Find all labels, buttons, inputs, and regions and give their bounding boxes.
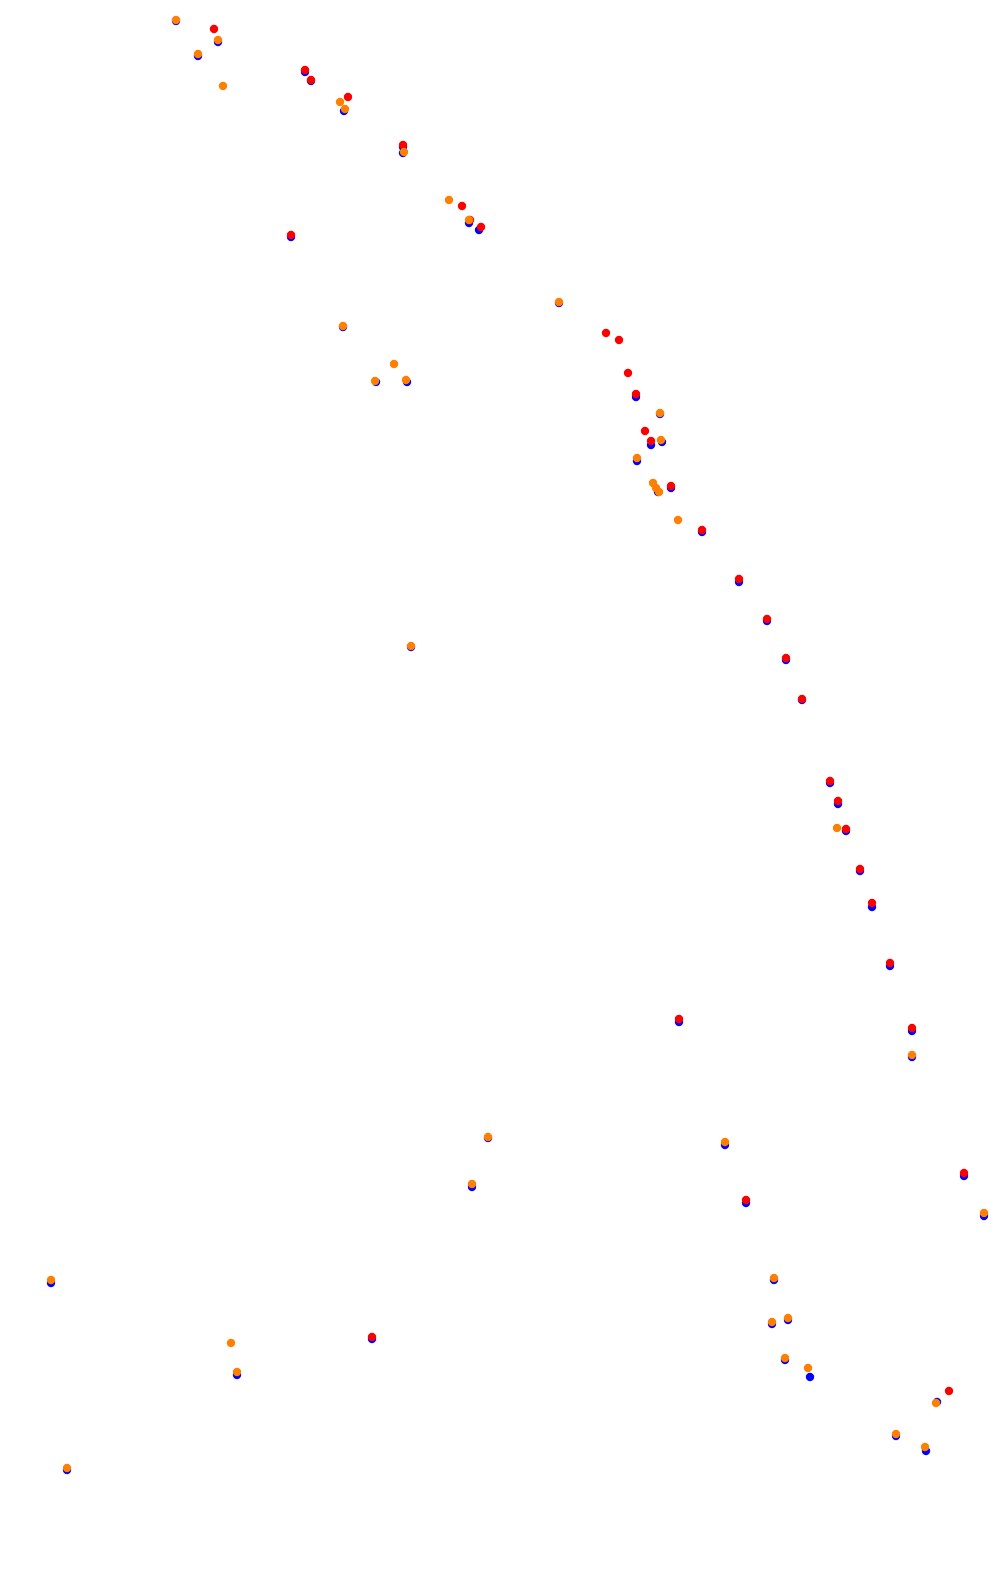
point xyxy=(797,694,807,704)
point xyxy=(867,898,877,908)
point xyxy=(944,1386,954,1396)
point xyxy=(832,823,842,833)
point xyxy=(406,641,416,651)
point xyxy=(62,1463,72,1473)
point xyxy=(338,321,348,331)
point xyxy=(300,65,310,75)
point xyxy=(734,574,744,584)
point xyxy=(370,376,380,386)
point xyxy=(907,1050,917,1060)
point xyxy=(457,201,467,211)
point xyxy=(783,1313,793,1323)
point xyxy=(855,864,865,874)
point xyxy=(399,147,409,157)
point xyxy=(46,1275,56,1285)
point xyxy=(891,1429,901,1439)
point xyxy=(614,335,624,345)
point xyxy=(401,375,411,385)
point xyxy=(218,81,228,91)
point xyxy=(343,92,353,102)
point xyxy=(226,1338,236,1348)
point xyxy=(554,297,564,307)
point xyxy=(959,1168,969,1178)
point xyxy=(306,75,316,85)
point xyxy=(340,104,350,114)
point xyxy=(654,487,664,497)
point xyxy=(631,389,641,399)
point xyxy=(979,1208,989,1218)
point xyxy=(444,195,454,205)
point xyxy=(476,222,486,232)
point xyxy=(632,453,642,463)
point xyxy=(780,1353,790,1363)
point xyxy=(483,1132,493,1142)
point xyxy=(640,426,650,436)
point xyxy=(209,24,219,34)
point xyxy=(741,1195,751,1205)
point xyxy=(885,958,895,968)
point xyxy=(841,824,851,834)
point xyxy=(673,515,683,525)
point xyxy=(931,1398,941,1408)
point xyxy=(805,1372,815,1382)
point xyxy=(666,481,676,491)
point xyxy=(655,408,665,418)
point xyxy=(623,368,633,378)
point xyxy=(367,1332,377,1342)
point xyxy=(601,328,611,338)
point xyxy=(335,97,345,107)
point xyxy=(762,614,772,624)
point xyxy=(833,796,843,806)
point xyxy=(398,140,408,150)
point xyxy=(193,49,203,59)
point xyxy=(674,1014,684,1024)
point xyxy=(646,436,656,446)
point xyxy=(656,435,666,445)
point xyxy=(781,653,791,663)
point xyxy=(171,15,181,25)
point xyxy=(232,1367,242,1377)
point xyxy=(769,1273,779,1283)
point xyxy=(825,776,835,786)
point xyxy=(286,230,296,240)
point xyxy=(213,35,223,45)
point xyxy=(720,1137,730,1147)
point xyxy=(389,359,399,369)
point xyxy=(803,1363,813,1373)
point xyxy=(467,1179,477,1189)
point xyxy=(464,215,474,225)
point xyxy=(920,1442,930,1452)
point xyxy=(697,525,707,535)
point xyxy=(767,1317,777,1327)
point xyxy=(907,1023,917,1033)
